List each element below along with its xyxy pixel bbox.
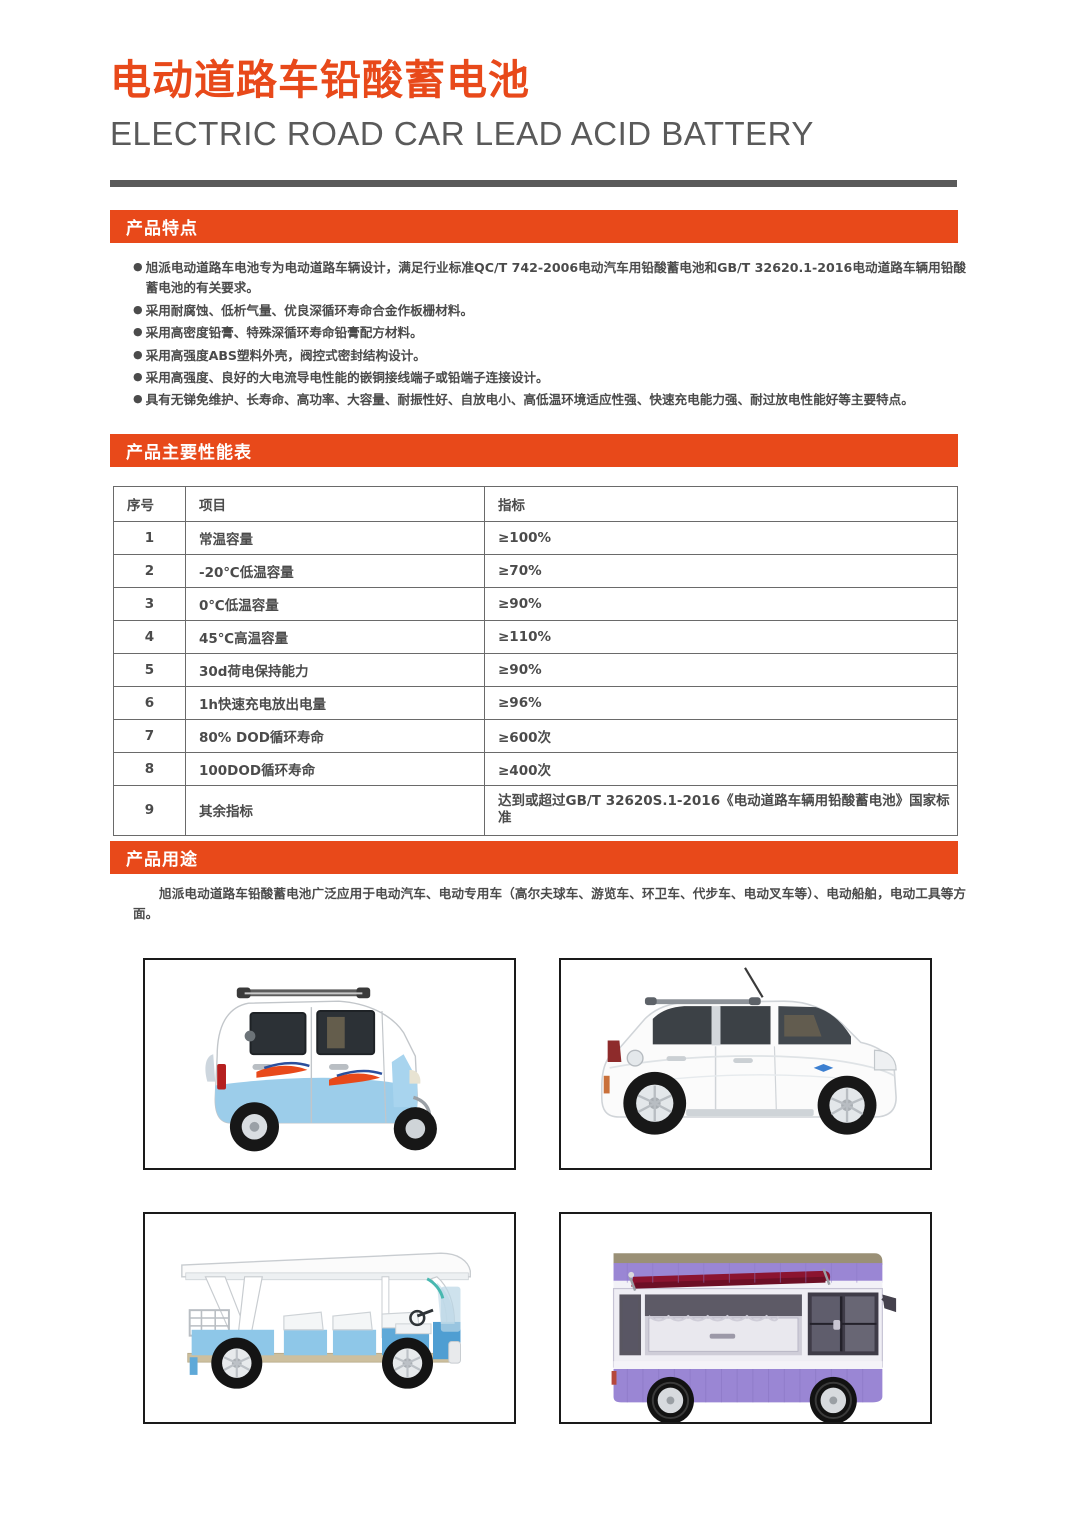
cell-no: 4 — [113, 620, 186, 654]
feature-text: 具有无锑免维护、长寿命、高功率、大容量、耐振性好、自放电小、高低温环境适应性强、… — [145, 392, 914, 408]
column-header-item: 项目 — [185, 486, 485, 522]
feature-text: 采用高强度、良好的大电流导电性能的嵌铜接线端子或铅端子连接设计。 — [145, 369, 549, 385]
cell-spec: ≥400次 — [484, 752, 958, 786]
cell-item: 80% DOD循环寿命 — [185, 719, 485, 753]
section-header-performance-table: 产品主要性能表 — [110, 434, 958, 467]
cell-item: 100DOD循环寿命 — [185, 752, 485, 786]
table-head: 序号 项目 指标 — [113, 486, 958, 522]
table-row: 2 -20℃低温容量 ≥70% — [113, 554, 958, 588]
cell-no: 3 — [113, 587, 186, 621]
bullet-icon: ● — [133, 325, 143, 339]
bullet-icon: ● — [133, 369, 143, 383]
section-header-uses-label: 产品用途 — [126, 850, 198, 870]
column-header-no: 序号 — [113, 486, 186, 522]
cell-item: 1h快速充电放出电量 — [185, 686, 485, 720]
cell-no: 1 — [113, 521, 186, 555]
feature-text: 采用耐腐蚀、低析气量、优良深循环寿命合金作板栅材料。 — [145, 302, 474, 318]
tricycle-car-illustration — [205, 987, 437, 1152]
photo-electric-white-hatchback — [559, 958, 932, 1170]
cell-spec: ≥100% — [484, 521, 958, 555]
cell-spec: ≥90% — [484, 653, 958, 687]
list-item: ● 采用高强度ABS塑料外壳，阀控式密封结构设计。 — [133, 346, 966, 366]
food-truck-illustration — [611, 1253, 897, 1422]
cell-spec: ≥110% — [484, 620, 958, 654]
list-item: ● 采用耐腐蚀、低析气量、优良深循环寿命合金作板栅材料。 — [133, 301, 966, 321]
cell-no: 2 — [113, 554, 186, 588]
cell-no: 7 — [113, 719, 186, 753]
list-item: ● 采用高强度、良好的大电流导电性能的嵌铜接线端子或铅端子连接设计。 — [133, 368, 966, 388]
performance-table: 序号 项目 指标 1 常温容量 ≥100% 2 -20℃低温容量 ≥70% 3 … — [113, 486, 958, 836]
features-list: ● 旭派电动道路车电池专为电动道路车辆设计，满足行业标准QC/T 742-200… — [133, 258, 966, 413]
cell-item: -20℃低温容量 — [185, 554, 485, 588]
cell-item: 0℃低温容量 — [185, 587, 485, 621]
cell-no: 8 — [113, 752, 186, 786]
cell-spec: ≥90% — [484, 587, 958, 621]
table-row: 9 其余指标 达到或超过GB/T 32620S.1-2016《电动道路车辆用铅酸… — [113, 785, 958, 836]
table-row: 6 1h快速充电放出电量 ≥96% — [113, 686, 958, 720]
uses-paragraph: 旭派电动道路车铅酸蓄电池广泛应用于电动汽车、电动专用车（高尔夫球车、游览车、环卫… — [133, 886, 966, 922]
page-title-en: ELECTRIC ROAD CAR LEAD ACID BATTERY — [110, 114, 814, 152]
column-header-spec: 指标 — [484, 486, 958, 522]
header-divider-rule — [110, 180, 957, 187]
white-hatchback-illustration — [600, 967, 897, 1135]
product-image-gallery — [143, 958, 932, 1424]
bullet-icon: ● — [133, 302, 143, 316]
table-row: 4 45℃高温容量 ≥110% — [113, 620, 958, 654]
feature-text: 旭派电动道路车电池专为电动道路车辆设计，满足行业标准QC/T 742-2006电… — [145, 260, 966, 296]
list-item: ● 采用高密度铅膏、特殊深循环寿命铅膏配方材料。 — [133, 323, 966, 343]
cell-spec: 达到或超过GB/T 32620S.1-2016《电动道路车辆用铅酸蓄电池》国家标… — [484, 785, 958, 836]
list-item: ● 旭派电动道路车电池专为电动道路车辆设计，满足行业标准QC/T 742-200… — [133, 258, 966, 299]
section-header-performance-table-label: 产品主要性能表 — [126, 443, 252, 463]
page-header: 电动道路车铅酸蓄电池 ELECTRIC ROAD CAR LEAD ACID B… — [110, 56, 958, 154]
table-row: 3 0℃低温容量 ≥90% — [113, 587, 958, 621]
bullet-icon: ● — [133, 392, 143, 406]
table-row: 5 30d荷电保持能力 ≥90% — [113, 653, 958, 687]
table-row: 8 100DOD循环寿命 ≥400次 — [113, 752, 958, 786]
table-row: 7 80% DOD循环寿命 ≥600次 — [113, 719, 958, 753]
cell-item: 其余指标 — [185, 785, 485, 836]
cell-item: 常温容量 — [185, 521, 485, 555]
section-header-uses: 产品用途 — [110, 841, 958, 874]
cell-no: 9 — [113, 785, 186, 836]
list-item: ● 具有无锑免维护、长寿命、高功率、大容量、耐振性好、自放电小、高低温环境适应性… — [133, 390, 966, 410]
feature-text: 采用高强度ABS塑料外壳，阀控式密封结构设计。 — [145, 347, 426, 363]
cell-spec: ≥600次 — [484, 719, 958, 753]
section-header-features-label: 产品特点 — [126, 219, 198, 239]
page-title-cn: 电动道路车铅酸蓄电池 — [110, 56, 530, 104]
photo-electric-food-truck — [559, 1212, 932, 1424]
cell-item: 45℃高温容量 — [185, 620, 485, 654]
table-row: 1 常温容量 ≥100% — [113, 521, 958, 555]
sightseeing-bus-illustration — [181, 1252, 471, 1389]
cell-no: 5 — [113, 653, 186, 687]
table-header-row: 序号 项目 指标 — [113, 486, 958, 522]
photo-electric-tricycle-car — [143, 958, 516, 1170]
cell-item: 30d荷电保持能力 — [185, 653, 485, 687]
feature-text: 采用高密度铅膏、特殊深循环寿命铅膏配方材料。 — [145, 325, 423, 341]
photo-electric-sightseeing-bus — [143, 1212, 516, 1424]
bullet-icon: ● — [133, 260, 143, 273]
section-header-features: 产品特点 — [110, 210, 958, 243]
cell-spec: ≥96% — [484, 686, 958, 720]
cell-spec: ≥70% — [484, 554, 958, 588]
cell-no: 6 — [113, 686, 186, 720]
bullet-icon: ● — [133, 347, 143, 361]
table-body: 1 常温容量 ≥100% 2 -20℃低温容量 ≥70% 3 0℃低温容量 ≥9… — [113, 521, 958, 836]
